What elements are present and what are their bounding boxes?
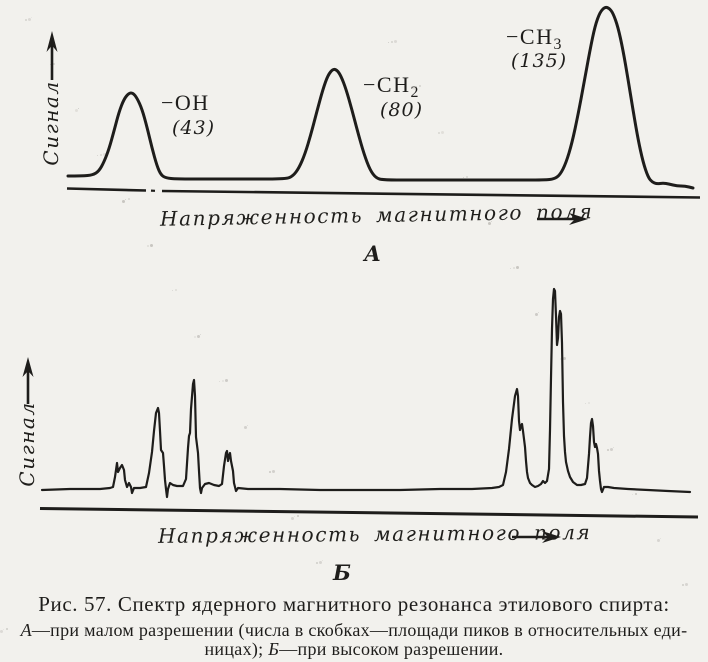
panel-b-x-axis-label: Напряженность магнитного поля [157, 520, 592, 548]
panel-a-y-axis-label: Сигнал [39, 80, 63, 166]
panel-b-signal-arrow-icon [22, 357, 34, 404]
figure-caption-line2: А—при малом разрешении (числа в скобках—… [0, 620, 708, 641]
panel-a-x-axis [66, 187, 701, 199]
caption-panel-b-ref: Б [268, 639, 280, 659]
peak-label-ch2-text: −CH [363, 72, 411, 97]
panel-a-field-arrow-icon [537, 213, 588, 225]
figure-caption-title: Рис. 57. Спектр ядерного магнитного резо… [38, 592, 670, 616]
peak-label-oh: −OH [161, 90, 210, 120]
peak-label-oh-text: −OH [161, 90, 210, 115]
panel-b-x-axis [39, 507, 699, 519]
panel-b-field-arrow-icon [512, 531, 561, 543]
peak-label-ch2: −CH2 [363, 72, 420, 102]
caption-line3-pre: ницах); [204, 639, 269, 659]
panel-a-signal-arrow-icon [46, 31, 58, 80]
panel-b-letter: Б [333, 560, 351, 585]
peak-label-ch3-text: −CH [506, 24, 554, 49]
caption-line3-text: —при высоком разрешении. [279, 639, 504, 659]
peak-label-ch3: −CH3 [506, 24, 563, 54]
figure-caption-line3: ницах); Б—при высоком разрешении. [0, 639, 708, 660]
panel-a-letter: А [364, 241, 382, 266]
panel-a-curve [66, 5, 695, 190]
panel-b-curve [40, 287, 692, 499]
peak-label-ch2-sub: 2 [410, 83, 420, 101]
panel-b-y-axis-label: Сигнал [15, 401, 39, 487]
peak-area-ch3: (135) [511, 50, 568, 72]
caption-line2-text: —при малом разрешении (числа в скобках—п… [31, 620, 688, 640]
peak-label-ch3-sub: 3 [553, 35, 563, 53]
peak-area-oh: (43) [172, 117, 216, 139]
caption-panel-a-ref: А [20, 620, 32, 640]
peak-area-ch2: (80) [380, 99, 424, 121]
